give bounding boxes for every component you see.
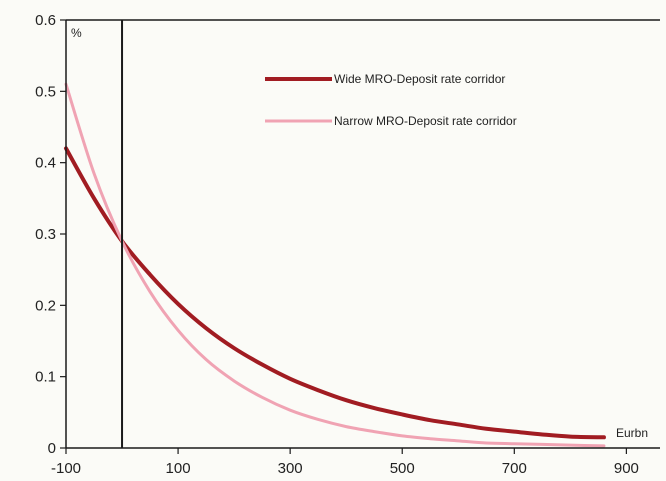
y-tick-label: 0.5 — [35, 83, 56, 100]
plot-area — [66, 20, 660, 448]
y-axis-unit-label: % — [71, 26, 82, 40]
y-tick-label: 0.4 — [35, 155, 56, 172]
y-tick-label: 0 — [48, 440, 56, 457]
x-tick-label: 300 — [278, 460, 303, 477]
y-tick-label: 0.3 — [35, 226, 56, 243]
legend: Wide MRO-Deposit rate corridor Narrow MR… — [265, 72, 517, 128]
series-layer — [64, 82, 606, 448]
series-line-wide — [64, 146, 606, 440]
y-tick-label: 0.2 — [35, 297, 56, 314]
legend-label-wide: Wide MRO-Deposit rate corridor — [334, 72, 505, 86]
x-tick-label: -100 — [51, 460, 81, 477]
x-axis-unit-label: Eurbn — [616, 426, 648, 440]
x-tick-label: 500 — [390, 460, 415, 477]
series-line-narrow — [64, 82, 606, 448]
legend-label-narrow: Narrow MRO-Deposit rate corridor — [334, 114, 517, 128]
tick-layer: 0 0.1 0.2 0.3 0.4 0.5 0.6 -100 100 300 500 700 900 — [35, 12, 639, 477]
y-tick-label: 0.6 — [35, 12, 56, 29]
x-tick-label: 100 — [166, 460, 191, 477]
y-tick-label: 0.1 — [35, 369, 56, 386]
x-tick-label: 700 — [502, 460, 527, 477]
x-tick-label: 900 — [614, 460, 639, 477]
